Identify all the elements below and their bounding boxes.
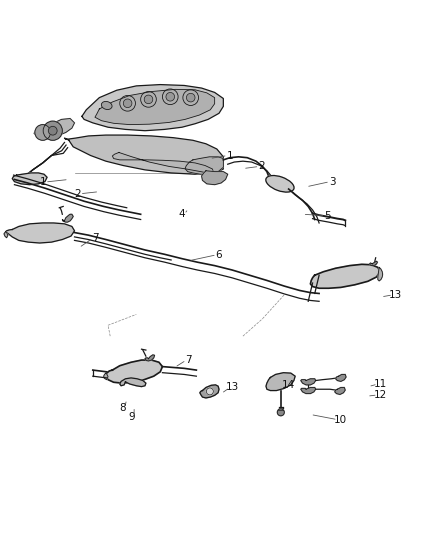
Circle shape: [206, 388, 213, 395]
Text: 9: 9: [129, 411, 135, 422]
Polygon shape: [113, 152, 214, 173]
Circle shape: [144, 95, 153, 104]
Text: 6: 6: [215, 250, 223, 260]
Polygon shape: [6, 223, 74, 243]
Text: 12: 12: [374, 390, 387, 400]
Circle shape: [48, 126, 57, 135]
Polygon shape: [95, 90, 215, 125]
Polygon shape: [370, 261, 378, 265]
Polygon shape: [62, 214, 73, 222]
Polygon shape: [378, 268, 383, 281]
Text: 11: 11: [374, 379, 387, 389]
Polygon shape: [301, 387, 316, 393]
Text: 13: 13: [226, 383, 239, 392]
Polygon shape: [34, 118, 74, 138]
Text: 7: 7: [92, 233, 98, 243]
Polygon shape: [185, 157, 223, 174]
Text: 10: 10: [333, 415, 346, 425]
Circle shape: [43, 121, 62, 140]
Text: 1: 1: [226, 150, 233, 160]
Polygon shape: [106, 360, 162, 383]
Polygon shape: [12, 173, 47, 184]
Polygon shape: [120, 378, 146, 386]
Text: 2: 2: [258, 161, 265, 172]
Text: 4: 4: [179, 209, 185, 219]
Polygon shape: [200, 385, 219, 398]
Polygon shape: [335, 387, 345, 394]
Text: 5: 5: [325, 211, 331, 221]
Polygon shape: [266, 373, 295, 391]
Circle shape: [166, 92, 175, 101]
Text: 1: 1: [39, 177, 46, 187]
Text: 8: 8: [119, 403, 126, 413]
Polygon shape: [145, 355, 155, 361]
Ellipse shape: [266, 175, 294, 192]
Text: 14: 14: [282, 380, 295, 390]
Text: 13: 13: [389, 290, 402, 300]
Text: 7: 7: [185, 355, 192, 365]
Circle shape: [35, 125, 50, 140]
Ellipse shape: [101, 101, 112, 109]
Circle shape: [123, 99, 132, 108]
Polygon shape: [104, 373, 108, 379]
Polygon shape: [311, 264, 380, 288]
Text: 2: 2: [74, 189, 81, 199]
Polygon shape: [4, 232, 8, 238]
Text: 3: 3: [329, 176, 336, 187]
Circle shape: [277, 409, 284, 416]
Polygon shape: [82, 85, 223, 131]
Polygon shape: [201, 171, 228, 184]
Circle shape: [187, 93, 195, 102]
Polygon shape: [336, 375, 346, 382]
Polygon shape: [301, 379, 316, 385]
Polygon shape: [64, 135, 223, 174]
